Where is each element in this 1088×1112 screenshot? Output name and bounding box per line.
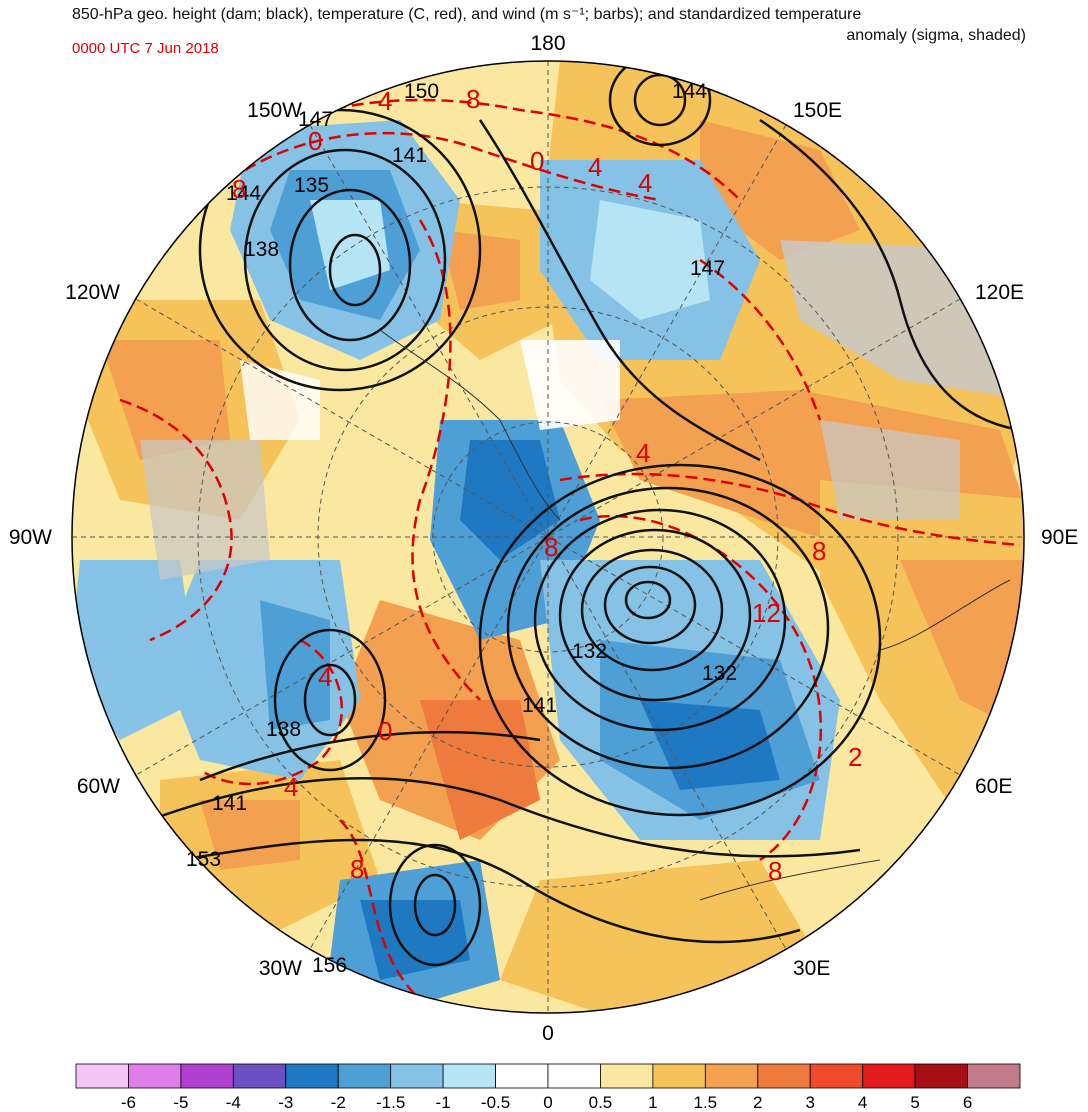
colorbar-tick-label: -1 [436, 1093, 451, 1112]
colorbar-swatch [75, 1063, 129, 1089]
temp-label: 8 [544, 532, 558, 562]
temp-label: 8 [812, 536, 826, 566]
colorbar-swatch [757, 1063, 811, 1089]
colorbar-tick-label: -6 [121, 1093, 136, 1112]
colorbar-swatch [337, 1063, 392, 1089]
colorbar-tick-label: -4 [226, 1093, 241, 1112]
height-label: 141 [522, 694, 557, 717]
colorbar-swatch [704, 1063, 759, 1089]
colorbar-swatch [914, 1063, 968, 1089]
temp-label: 0 [308, 126, 322, 156]
graticule [72, 61, 1024, 1013]
colorbar-swatch [547, 1063, 601, 1089]
lon-label-120E: 120E [975, 281, 1024, 304]
chart-date: 0000 UTC 7 Jun 2018 [72, 40, 219, 57]
height-label: 135 [294, 174, 329, 197]
colorbar-tick-label: -3 [278, 1093, 293, 1112]
height-label: 141 [392, 144, 427, 167]
coastlines [379, 329, 1011, 901]
colorbar-tick-label: -5 [173, 1093, 188, 1112]
colorbar-tick-label: 0.5 [589, 1093, 613, 1112]
colorbar-swatch [285, 1063, 339, 1089]
chart-title-line1: 850-hPa geo. height (dam; black), temper… [72, 6, 862, 23]
colorbar-swatch [600, 1063, 654, 1089]
lon-label-180: 180 [530, 32, 565, 55]
colorbar-tick-label: 0 [543, 1093, 552, 1112]
map-border [71, 60, 1025, 1014]
lon-label-120W: 120W [65, 281, 120, 304]
lon-label-90W: 90W [9, 526, 52, 549]
lon-label-60E: 60E [975, 775, 1012, 798]
temperature-labels: 4 8 0 0 4 4 8 4 8 8 12 4 0 4 2 8 8 [232, 84, 862, 886]
temp-label: 4 [638, 168, 652, 198]
colorbar-tick-label: 1 [648, 1093, 657, 1112]
height-label: 144 [226, 182, 261, 205]
temp-label: 0 [378, 716, 392, 746]
chart-title-line2: anomaly (sigma, shaded) [846, 27, 1026, 44]
temp-label: 8 [350, 854, 364, 884]
colorbar-swatch [652, 1063, 706, 1089]
colorbar-tick-label: 3 [805, 1093, 814, 1112]
colorbar-swatch [232, 1063, 287, 1089]
height-label: 153 [186, 848, 221, 871]
lon-label-90E: 90E [1041, 526, 1078, 549]
temp-label: 8 [466, 84, 480, 114]
lon-label-150E: 150E [793, 99, 842, 122]
colorbar-swatch [809, 1063, 864, 1089]
colorbar: -6 -5 -4 -3 -2 -1.5 -1 -0.5 0 0.5 1 1.5 2 3 4 5 6 [75, 1063, 1021, 1112]
colorbar-swatch [495, 1063, 549, 1089]
height-label: 156 [312, 954, 347, 977]
height-label: 150 [404, 80, 439, 103]
lon-label-60W: 60W [77, 775, 120, 798]
colorbar-swatch [180, 1063, 234, 1089]
height-label: 144 [672, 80, 707, 103]
height-label: 132 [702, 662, 737, 685]
temp-label: 4 [318, 662, 332, 692]
colorbar-swatch [442, 1063, 496, 1089]
height-label: 138 [244, 238, 279, 261]
lon-label-30E: 30E [793, 957, 830, 980]
colorbar-swatch [390, 1063, 444, 1089]
temp-label: 8 [232, 174, 246, 204]
height-label: 132 [572, 640, 607, 663]
lon-label-30W: 30W [259, 957, 302, 980]
temp-label: 4 [284, 772, 298, 802]
colorbar-swatch [862, 1063, 916, 1089]
colorbar-tick-label: 2 [753, 1093, 762, 1112]
colorbar-tick-label: 5 [910, 1093, 919, 1112]
height-label: 138 [266, 718, 301, 741]
temp-label: 4 [588, 152, 602, 182]
temp-label: 0 [530, 146, 544, 176]
height-contours [149, 61, 1021, 967]
temp-label: 4 [378, 86, 392, 116]
colorbar-tick-label: -2 [331, 1093, 346, 1112]
temp-label: 2 [848, 742, 862, 772]
colorbar-tick-label: -1.5 [376, 1093, 405, 1112]
colorbar-swatch [128, 1063, 182, 1089]
height-label: 147 [690, 257, 725, 280]
colorbar-tick-label: 4 [858, 1093, 867, 1112]
height-labels: 150 144 147 141 135 144 138 147 132 132 … [186, 80, 737, 977]
colorbar-tick-label: 6 [963, 1093, 972, 1112]
height-label: 147 [298, 108, 333, 131]
lon-label-0: 0 [542, 1022, 554, 1045]
height-label: 141 [212, 792, 247, 815]
temp-label: 8 [768, 856, 782, 886]
temp-label: 12 [752, 598, 781, 628]
colorbar-tick-label: -0.5 [481, 1093, 510, 1112]
colorbar-swatch [967, 1063, 1021, 1089]
colorbar-tick-label: 1.5 [694, 1093, 718, 1112]
temp-label: 4 [636, 438, 650, 468]
lon-label-150W: 150W [247, 99, 302, 122]
